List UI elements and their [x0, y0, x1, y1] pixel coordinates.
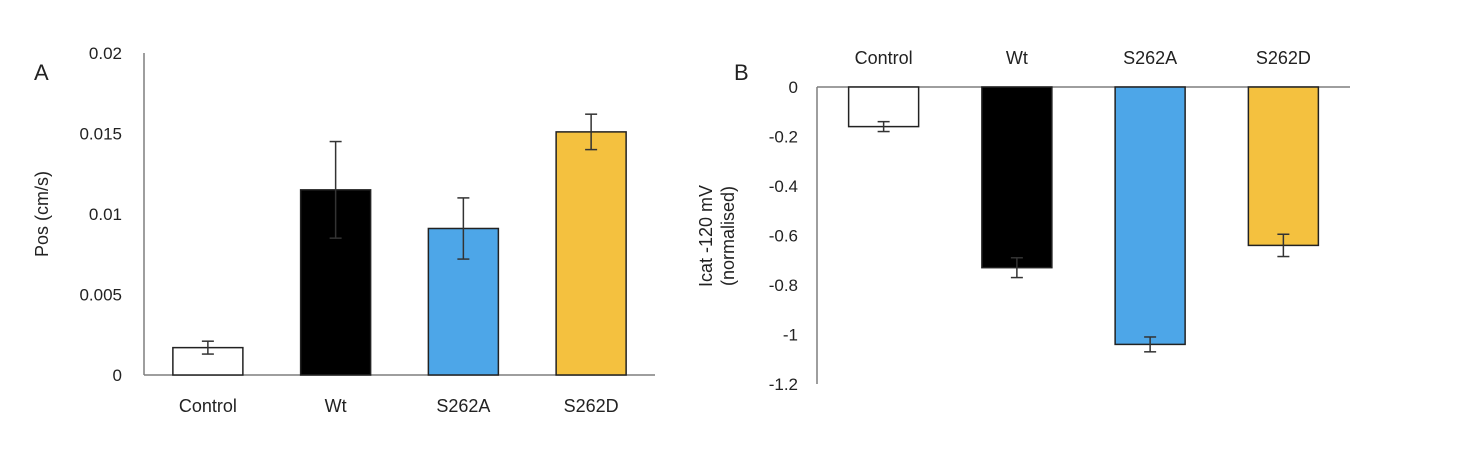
chart1-y-tick-label: 0.015 [79, 125, 122, 144]
chart2-y-axis-title: Icat -120 mV [696, 185, 716, 287]
chart2-y-tick-label: -0.8 [769, 276, 798, 295]
chart2-y-tick-label: -0.6 [769, 227, 798, 246]
chart1-bar-wt [299, 189, 372, 376]
chart2-category-label: S262A [1123, 48, 1177, 68]
chart2-y-tick-label: -0.2 [769, 128, 798, 147]
chart2-category-label: Wt [1006, 48, 1028, 68]
chart2-bar-s262d [1247, 86, 1320, 247]
chart1-category-label: S262A [436, 396, 490, 416]
chart1-bar-s262d [555, 131, 627, 376]
chart1-category-label: Wt [325, 396, 347, 416]
chart2-y-tick-label: -1.2 [769, 375, 798, 394]
chart1-y-tick-label: 0.02 [89, 44, 122, 63]
chart1-category-label: S262D [564, 396, 619, 416]
chart2-bar-wt [981, 86, 1053, 269]
chart2-y-tick-label: -0.4 [769, 177, 798, 196]
chart1-y-tick-label: 0.01 [89, 205, 122, 224]
chart2-category-label: Control [855, 48, 913, 68]
chart2-bar-control [847, 86, 920, 128]
chart1-y-axis-title: Pos (cm/s) [32, 171, 52, 257]
chart2-category-label: S262D [1256, 48, 1311, 68]
chart1-y-tick-label: 0 [113, 366, 122, 385]
chart1-category-label: Control [179, 396, 237, 416]
chart2-y-tick-label: 0 [789, 78, 798, 97]
chart2-bar-s262a [1114, 86, 1186, 346]
chart2-y-tick-label: -1 [783, 326, 798, 345]
chart2-y-axis-title: (normalised) [718, 186, 738, 286]
chart1-y-tick-label: 0.005 [79, 286, 122, 305]
chart2-panel-label: B [734, 60, 749, 85]
chart1-panel-label: A [34, 60, 49, 85]
